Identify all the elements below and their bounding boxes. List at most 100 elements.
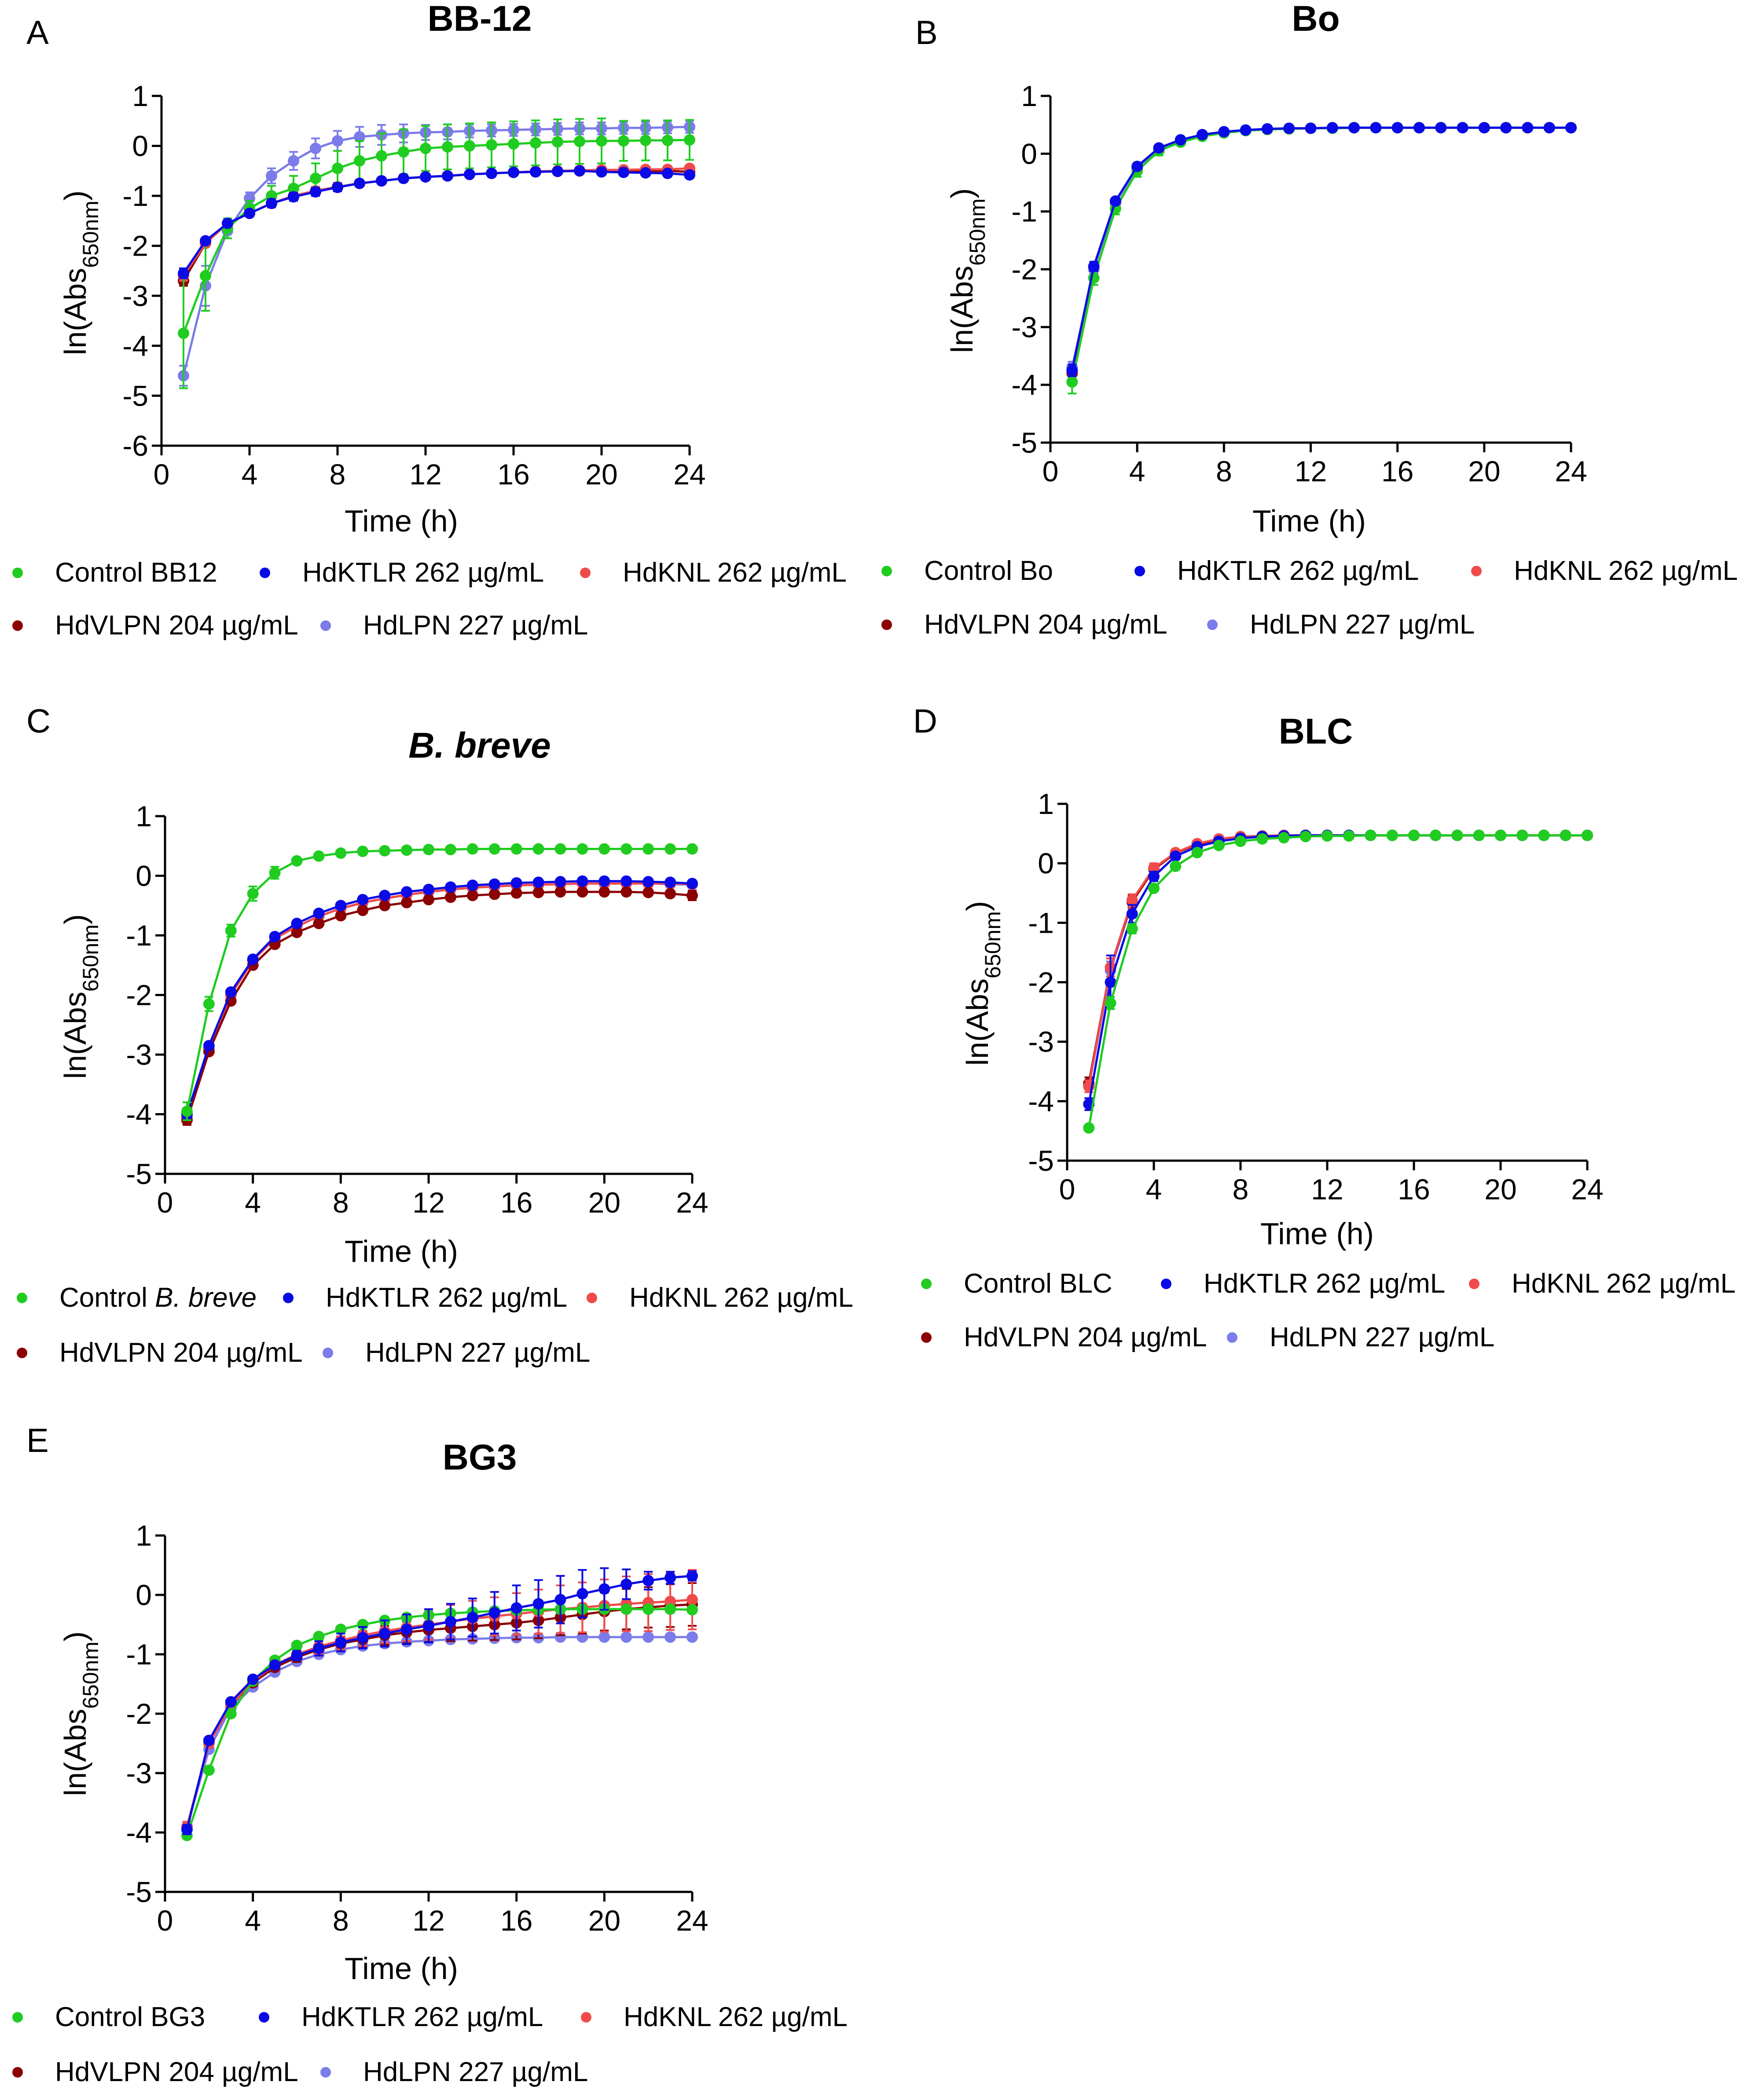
legend-label: HdLPN 227 µg/mL (1250, 609, 1475, 640)
data-point (178, 268, 189, 279)
data-point (488, 843, 500, 855)
data-point (335, 847, 347, 859)
data-point (357, 905, 369, 916)
data-point (532, 1598, 544, 1610)
data-point (598, 843, 610, 855)
data-point (398, 146, 409, 158)
y-tick-label: 0 (132, 130, 148, 162)
series-line (1071, 126, 1571, 371)
data-point (1391, 122, 1403, 134)
data-point (1299, 831, 1311, 843)
data-point (1066, 364, 1078, 376)
x-tick-label: 4 (242, 458, 258, 491)
data-point (576, 875, 588, 887)
data-point (488, 878, 500, 890)
x-tick-label: 8 (1216, 455, 1232, 487)
y-tick-label: 0 (1038, 847, 1054, 880)
data-point (1478, 122, 1490, 134)
data-point (508, 166, 519, 178)
data-point (1153, 142, 1165, 154)
x-tick-label: 24 (1555, 455, 1587, 487)
data-point (642, 1603, 654, 1615)
series-0 (1083, 829, 1593, 1093)
legend-label: HdVLPN 204 µg/mL (924, 609, 1167, 640)
data-point (310, 143, 321, 154)
y-tick-label: -3 (122, 279, 148, 312)
legend-label: HdKNL 262 µg/mL (629, 1283, 853, 1313)
data-point (532, 876, 544, 888)
x-tick-label: 12 (1311, 1173, 1343, 1206)
data-point (664, 888, 676, 900)
legend-marker (17, 1293, 27, 1303)
data-point (1213, 839, 1225, 851)
data-point (1088, 260, 1100, 272)
legend-label: HdKTLR 262 µg/mL (326, 1283, 567, 1313)
data-point (464, 140, 475, 152)
y-tick-label: -1 (1028, 906, 1054, 939)
x-tick-label: 12 (412, 1186, 444, 1219)
data-point (269, 1659, 281, 1671)
legend-marker (320, 620, 331, 631)
data-point (620, 886, 632, 898)
x-tick-label: 0 (1059, 1173, 1076, 1206)
data-point (488, 1607, 500, 1619)
data-point (598, 1631, 610, 1643)
legend-marker (283, 1293, 294, 1303)
data-point (335, 1637, 347, 1648)
data-point (488, 888, 500, 900)
x-tick-label: 20 (588, 1904, 620, 1937)
data-point (554, 1594, 566, 1605)
data-point (1365, 829, 1377, 841)
y-tick-label: -2 (122, 230, 148, 262)
legend-label: HdKNL 262 µg/mL (623, 557, 847, 588)
legend-marker (587, 1293, 597, 1303)
data-point (398, 172, 409, 184)
data-point (574, 165, 585, 177)
y-tick-label: -2 (126, 1697, 152, 1730)
data-point (662, 135, 673, 147)
legend-marker (12, 568, 23, 578)
y-tick-label: -5 (1011, 426, 1037, 459)
data-point (1131, 161, 1143, 172)
data-point (1170, 860, 1182, 872)
y-tick-label: 1 (1038, 788, 1054, 820)
legend-marker (323, 1348, 333, 1358)
series-4 (1066, 122, 1577, 377)
y-tick-label: -2 (126, 979, 152, 1012)
data-point (335, 900, 347, 912)
legend: Control Bo HdKTLR 262 µg/mL HdKNL 262 µg/m… (881, 556, 1738, 640)
data-point (664, 876, 676, 888)
x-tick-label: 4 (1129, 455, 1145, 487)
series-line (1071, 126, 1571, 371)
data-point (466, 890, 478, 902)
data-point (1582, 829, 1593, 841)
data-point (313, 1642, 325, 1654)
data-point (554, 886, 566, 898)
chart-title: B. breve (408, 726, 551, 766)
legend-label: Control BB12 (55, 557, 217, 588)
series-line (186, 891, 693, 1121)
x-tick-label: 8 (333, 1186, 349, 1219)
x-tick-label: 16 (1398, 1173, 1430, 1206)
series-line (1071, 126, 1571, 382)
data-point (642, 887, 654, 898)
data-point (1278, 832, 1290, 844)
data-point (1105, 976, 1116, 988)
data-point (552, 165, 563, 177)
panel-letter: C (26, 703, 51, 740)
data-point (1560, 829, 1571, 841)
series-line (1087, 834, 1587, 1087)
series-line (182, 169, 690, 274)
data-point (686, 878, 698, 890)
data-point (466, 843, 478, 855)
data-point (486, 139, 497, 151)
legend-label: Control Bo (924, 556, 1053, 586)
data-point (200, 270, 211, 282)
data-point (1148, 882, 1160, 894)
legend-marker (12, 620, 23, 631)
y-tick-label: 1 (132, 80, 148, 112)
data-point (288, 155, 299, 167)
y-axis-label: ln(Abs650nm) (58, 914, 103, 1079)
chart-title: BG3 (443, 1437, 517, 1477)
y-tick-label: -4 (1028, 1085, 1054, 1118)
